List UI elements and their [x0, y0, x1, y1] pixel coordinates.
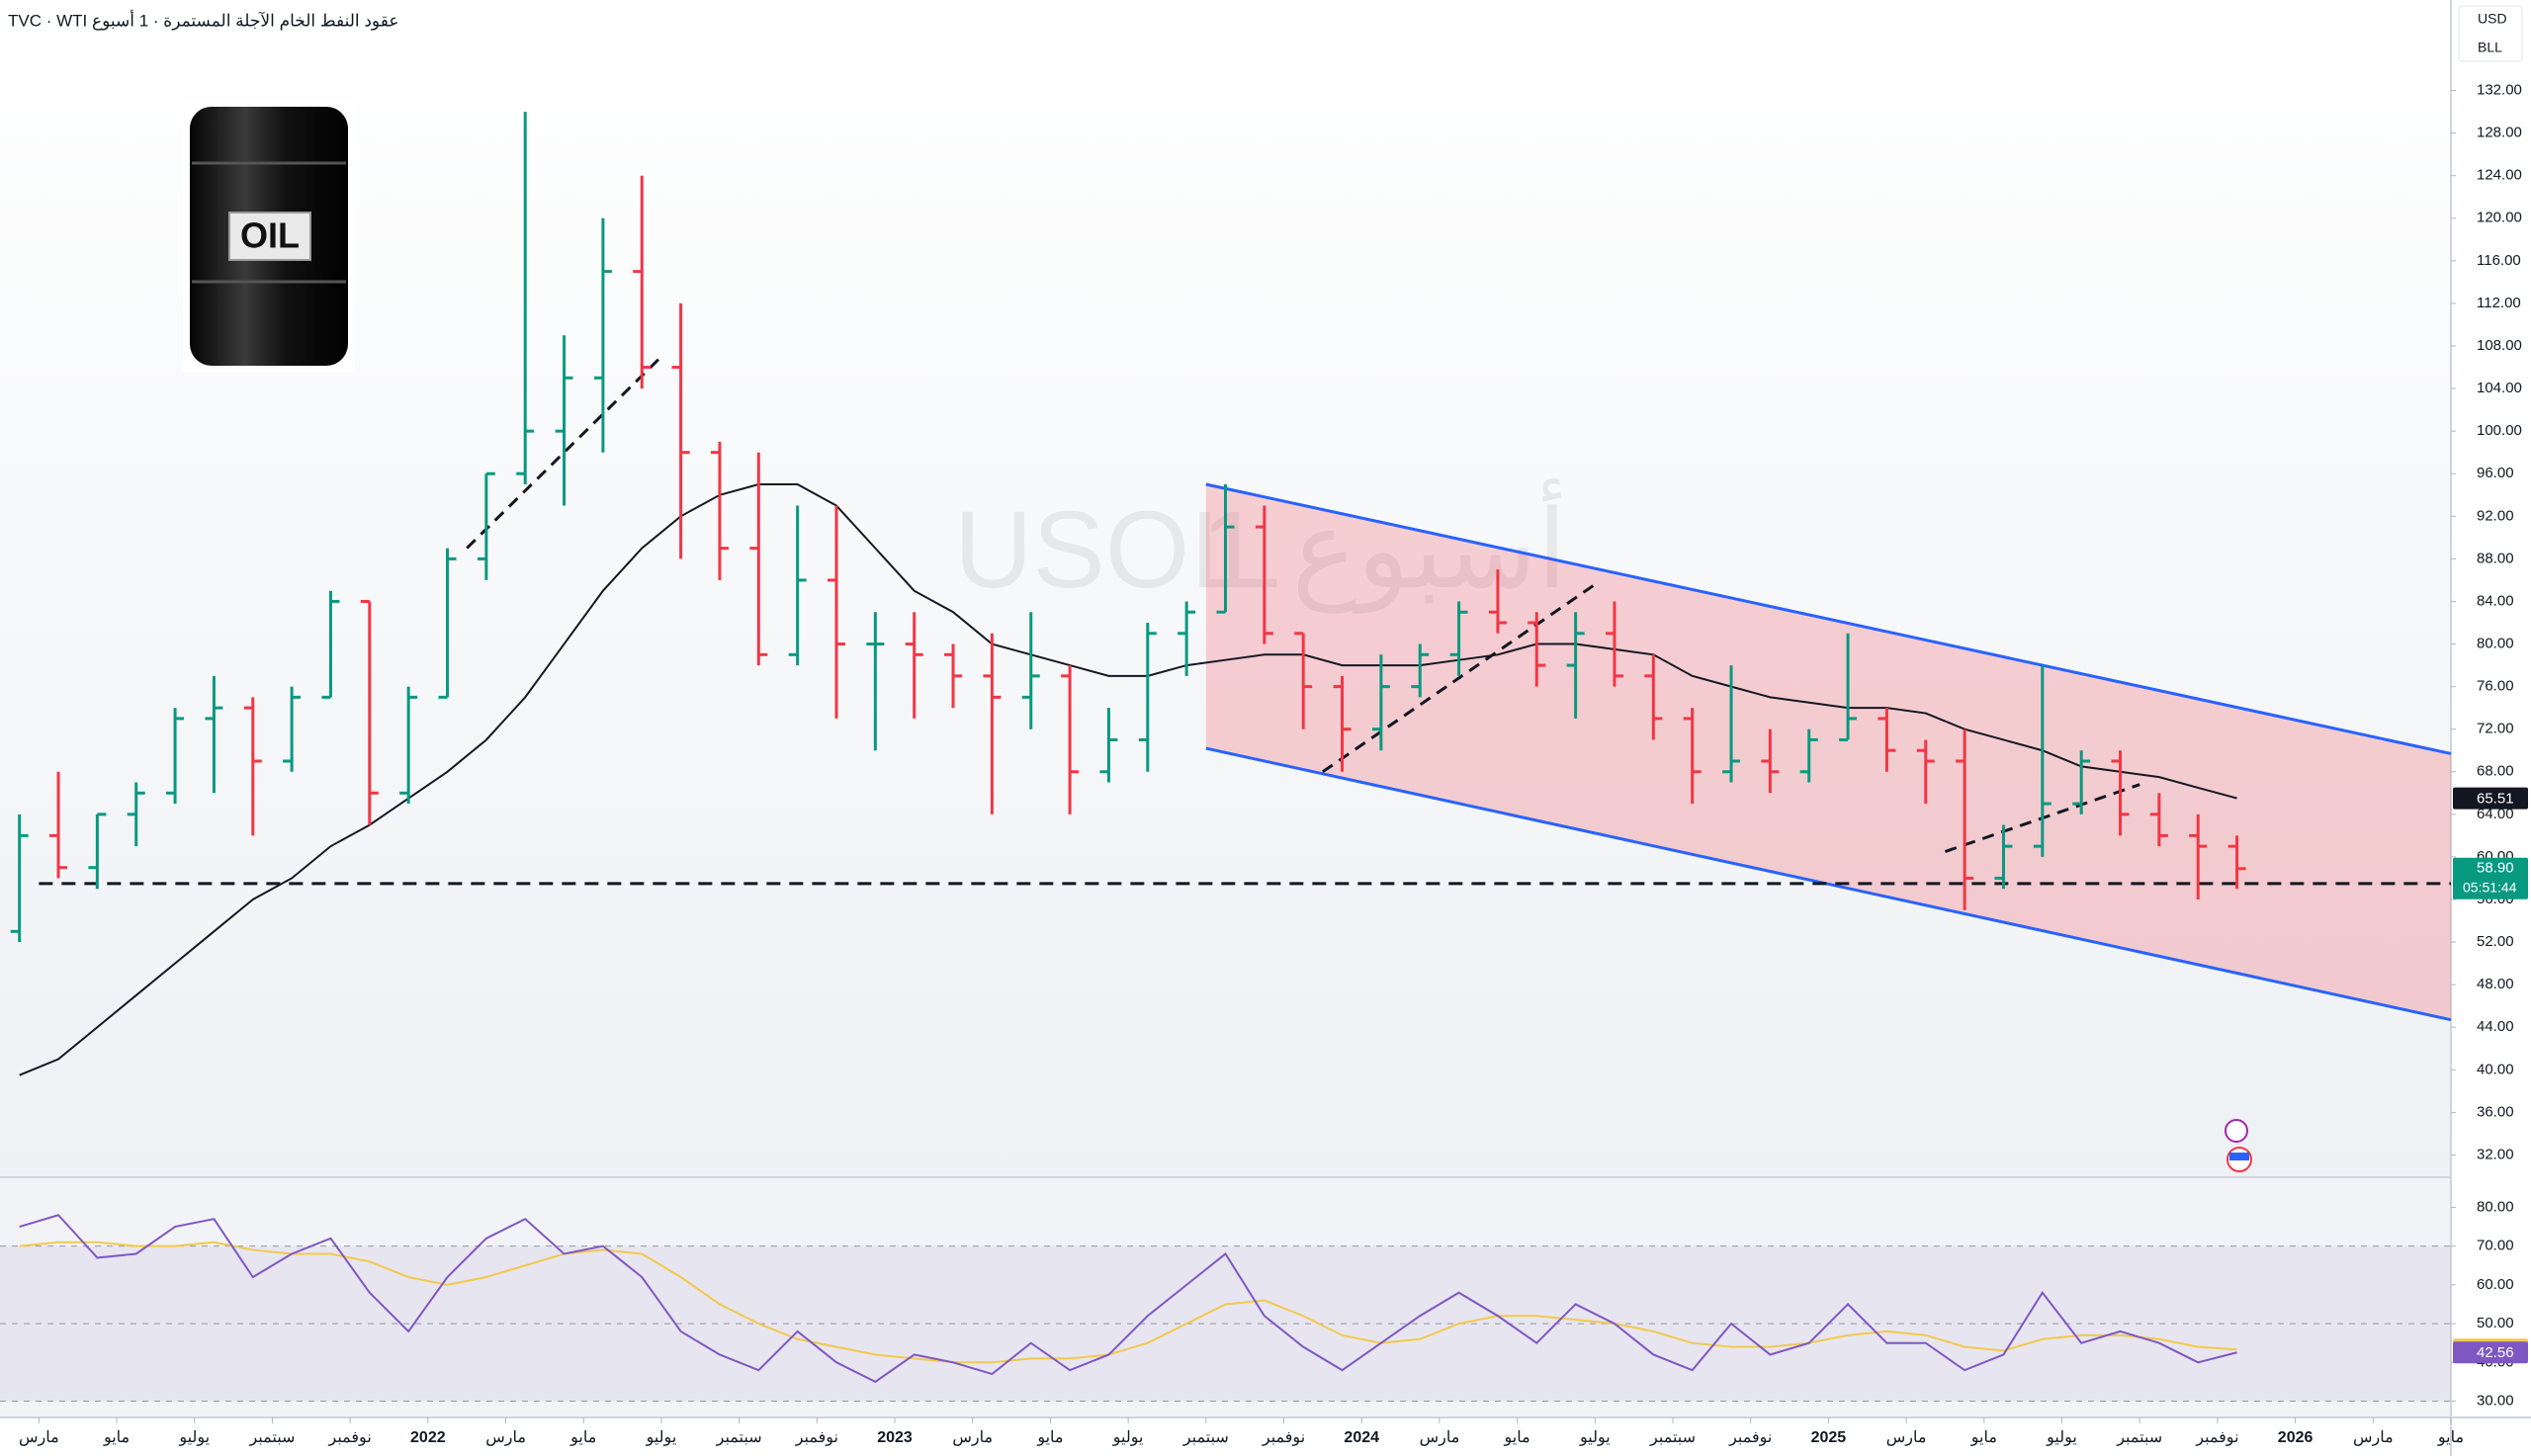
y-tick-label: 64.00 [2477, 806, 2514, 822]
x-tick-label: نوفمبر [328, 1429, 372, 1446]
y-tick-label: 72.00 [2477, 721, 2514, 737]
y-tick-label: 76.00 [2477, 678, 2514, 695]
channel-line [1205, 482, 2452, 755]
rsi-pane [0, 1178, 2451, 1417]
x-tick-label: مايو [1036, 1429, 1063, 1446]
countdown: 05:51:44 [2463, 879, 2517, 895]
currency-box[interactable] [2458, 5, 2523, 62]
y-tick-label: 124.00 [2477, 167, 2522, 184]
y-tick-label: 132.00 [2477, 82, 2522, 99]
x-tick-label: سبتمبر [716, 1429, 762, 1446]
x-tick-label: 2023 [877, 1429, 913, 1446]
y-tick-label: 96.00 [2477, 465, 2514, 481]
x-tick-label: 2026 [2278, 1429, 2313, 1446]
last-price-tag [2453, 857, 2528, 899]
y-tick-label: 108.00 [2477, 337, 2522, 354]
y-tick-label: 84.00 [2477, 592, 2514, 609]
y-tick-label: 60.00 [2477, 1276, 2514, 1293]
x-tick-label: يوليو [178, 1429, 210, 1446]
y-tick-label: 36.00 [2477, 1103, 2514, 1120]
x-tick-label: 2022 [410, 1429, 446, 1446]
y-tick-label: 48.00 [2477, 976, 2514, 992]
x-tick-label: سبتمبر [1182, 1429, 1229, 1446]
x-tick-label: يوليو [646, 1429, 677, 1446]
flag-icon [2229, 1153, 2249, 1160]
x-tick-label: نوفمبر [2195, 1429, 2238, 1446]
y-tick-label: 88.00 [2477, 550, 2514, 566]
event-icons[interactable] [2225, 1119, 2252, 1172]
last-price-label: 58.90 [2477, 860, 2514, 877]
x-tick-label: مايو [569, 1429, 596, 1446]
x-tick-label: مايو [1970, 1429, 1997, 1446]
oil-barrel: OIL [183, 100, 355, 372]
x-tick-label: مايو [2437, 1429, 2464, 1446]
x-tick-label: 2024 [1344, 1429, 1379, 1446]
trend-line [466, 355, 662, 550]
symbol-header[interactable]: TVC · WTI عقود النفط الخام الآجلة المستم… [8, 9, 398, 31]
unit[interactable]: BLL [2478, 40, 2502, 55]
channel-fill [1205, 484, 2451, 1020]
watermark-interval: أسبوع 1 [1201, 477, 1567, 614]
x-tick-label: مايو [103, 1429, 130, 1446]
x-tick-label: مارس [1886, 1429, 1927, 1446]
moving-average [19, 483, 2237, 1076]
price-scale [2451, 0, 2531, 1456]
y-tick-label: 44.00 [2477, 1018, 2514, 1035]
y-tick-label: 80.00 [2477, 1198, 2514, 1215]
y-tick-label: 112.00 [2477, 295, 2521, 311]
price-tag [2453, 787, 2528, 810]
x-tick-label: مارس [19, 1429, 59, 1446]
x-tick-label: مايو [1504, 1429, 1530, 1446]
y-tick-label: 120.00 [2477, 210, 2522, 226]
y-tick-label: 52.00 [2477, 933, 2514, 950]
price-tag-label: 42.56 [2477, 1344, 2514, 1361]
y-tick-label: 32.00 [2477, 1146, 2514, 1162]
y-tick-label: 80.00 [2477, 636, 2514, 652]
y-tick-label: 104.00 [2477, 380, 2522, 396]
x-tick-label: سبتمبر [1649, 1429, 1696, 1446]
barrel-label: OIL [240, 215, 300, 256]
y-tick-label: 100.00 [2477, 422, 2522, 439]
x-tick-label: مارس [485, 1429, 526, 1446]
y-tick-label: 92.00 [2477, 507, 2514, 524]
channel-line [1205, 746, 2452, 1022]
y-tick-label: 40.00 [2477, 1061, 2514, 1077]
x-tick-label: نوفمبر [795, 1429, 838, 1446]
event-icon[interactable] [2225, 1119, 2248, 1143]
x-tick-label: نوفمبر [1262, 1429, 1305, 1446]
rsi-ma [19, 1241, 2237, 1364]
x-tick-label: مارس [952, 1429, 993, 1446]
y-tick-label: 30.00 [2477, 1392, 2514, 1409]
x-tick-label: سبتمبر [2116, 1429, 2162, 1446]
x-tick-label: مارس [2353, 1429, 2394, 1446]
barrel-plate [228, 212, 311, 261]
x-tick-label: سبتمبر [248, 1429, 295, 1446]
x-tick-label: يوليو [2046, 1429, 2077, 1446]
x-tick-label: يوليو [1112, 1429, 1144, 1446]
price-tag [2453, 1341, 2528, 1364]
x-tick-label: مارس [1420, 1429, 1460, 1446]
y-tick-label: 68.00 [2477, 763, 2514, 780]
trend-line [1322, 582, 1597, 774]
y-tick-label: 116.00 [2477, 252, 2521, 269]
y-tick-label: 70.00 [2477, 1238, 2514, 1254]
plot-layer: 32.0036.0040.0044.0048.0052.0056.0060.00… [0, 82, 2528, 1446]
x-tick-label: يوليو [1579, 1429, 1611, 1446]
x-tick-label: 2025 [1811, 1429, 1847, 1446]
y-tick-label: 128.00 [2477, 125, 2522, 141]
rsi-line [19, 1214, 2237, 1384]
x-tick-label: نوفمبر [1728, 1429, 1772, 1446]
price-tag-label: 65.51 [2477, 791, 2514, 808]
currency[interactable]: USD [2478, 11, 2507, 27]
y-tick-label: 50.00 [2477, 1315, 2514, 1331]
